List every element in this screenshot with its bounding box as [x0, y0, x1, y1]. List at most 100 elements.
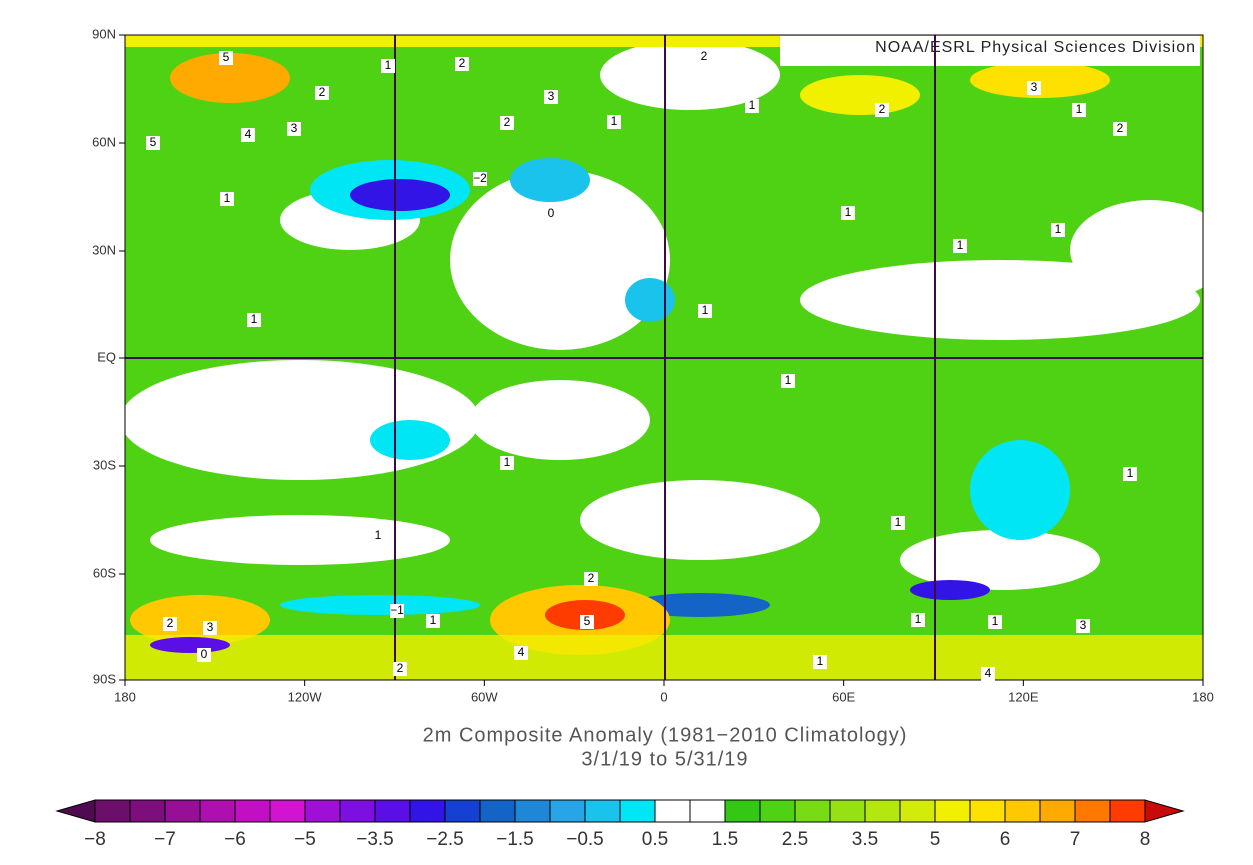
contour-label-box — [698, 304, 712, 318]
colorbar-label: 6 — [1000, 829, 1011, 850]
colorbar-swatch — [584, 799, 621, 823]
contour-label: 1 — [385, 58, 392, 72]
contour-label-box — [1123, 467, 1137, 481]
colorbar-swatch — [1039, 799, 1076, 823]
colorbar-swatch — [689, 799, 726, 823]
colorbar-swatch — [164, 799, 201, 823]
colorbar-swatch — [794, 799, 831, 823]
contour-label-box — [287, 122, 301, 136]
contour-label-box — [426, 614, 440, 628]
contour-label-box — [381, 59, 395, 73]
contour-label: 2 — [1117, 121, 1124, 135]
contour-label-box — [500, 116, 514, 130]
colorbar-label: −8 — [84, 829, 106, 850]
contour-label: 2 — [319, 85, 326, 99]
colorbar-swatch — [899, 799, 936, 823]
contour-label-box — [813, 655, 827, 669]
lon-label: 60W — [471, 689, 498, 704]
contour-label-box — [988, 615, 1002, 629]
contour-label-box — [203, 621, 217, 635]
contour-label-box — [1113, 122, 1127, 136]
contour-label-box — [544, 207, 558, 221]
contour-label: 3 — [1080, 618, 1087, 632]
contour-label: 1 — [504, 455, 511, 469]
colorbar-swatch — [444, 799, 481, 823]
colorbar-label: −3.5 — [356, 829, 394, 850]
contour-label: 4 — [985, 666, 992, 680]
contour-label: 1 — [224, 191, 231, 205]
colorbar-label: 1.5 — [712, 829, 738, 850]
contour-label: 1 — [375, 528, 382, 542]
lat-label: 60N — [92, 134, 116, 149]
contour-label: 5 — [150, 135, 157, 149]
contour-label: 3 — [1031, 80, 1038, 94]
contour-label-box — [580, 615, 594, 629]
colorbar-label: −0.5 — [566, 829, 604, 850]
contour-label: 1 — [251, 312, 258, 326]
colorbar-swatch — [829, 799, 866, 823]
contour-label: 4 — [518, 645, 525, 659]
contour-label: 2 — [588, 571, 595, 585]
colorbar-swatch — [1004, 799, 1041, 823]
lon-label: 120E — [1008, 689, 1039, 704]
contour-label-box — [315, 86, 329, 100]
contour-label: 3 — [548, 89, 555, 103]
grid — [125, 35, 1203, 680]
colorbar-label: −1.5 — [496, 829, 534, 850]
contour-label: −1 — [390, 603, 404, 617]
colorbar-swatch — [724, 799, 761, 823]
contour-label-box — [584, 572, 598, 586]
contour-label: 0 — [201, 647, 208, 661]
colorbar-swatch — [234, 799, 271, 823]
lon-label: 0 — [660, 689, 667, 704]
contour-label: 2 — [701, 49, 708, 63]
colorbar-swatch — [94, 799, 131, 823]
contour-label-box — [247, 313, 261, 327]
contour-label-box — [1076, 619, 1090, 633]
colorbar-label: −7 — [154, 829, 176, 850]
contour-label-box — [455, 57, 469, 71]
contour-label: 1 — [702, 303, 709, 317]
colorbar-swatch — [479, 799, 516, 823]
contour-label-box — [371, 529, 385, 543]
colorbar-label: −5 — [294, 829, 316, 850]
contour-label: −2 — [473, 171, 487, 185]
lon-label: 120W — [288, 689, 323, 704]
contour-label-box — [1027, 81, 1041, 95]
colorbar-swatch — [549, 799, 586, 823]
colorbar-label: 7 — [1070, 829, 1081, 850]
colorbar-swatch — [619, 799, 656, 823]
contour-label-box — [514, 646, 528, 660]
contour-label-box — [473, 172, 487, 186]
lat-label: EQ — [97, 349, 116, 364]
contour-label-box — [911, 613, 925, 627]
contour-label-box — [197, 648, 211, 662]
caption-line1: 2m Composite Anomaly (1981−2010 Climatol… — [423, 724, 908, 746]
contour-label: 1 — [817, 654, 824, 668]
contour-label-box — [544, 90, 558, 104]
contour-label-box — [607, 115, 621, 129]
colorbar-label: −6 — [224, 829, 246, 850]
contour-label: 5 — [223, 50, 230, 64]
lat-label: 30N — [92, 242, 116, 257]
lat-label: 60S — [93, 565, 116, 580]
contour-label: 2 — [167, 616, 174, 630]
contour-label-box — [393, 662, 407, 676]
colorbar-swatch — [339, 799, 376, 823]
contour-label: 1 — [957, 238, 964, 252]
contour-label: 1 — [749, 98, 756, 112]
contour-label: 1 — [845, 205, 852, 219]
contour-label: 2 — [879, 102, 886, 116]
colorbar-swatch — [759, 799, 796, 823]
lat-label: 30S — [93, 457, 116, 472]
contour-label: 1 — [895, 515, 902, 529]
contour-label: 3 — [207, 620, 214, 634]
contour-label: 1 — [1055, 222, 1062, 236]
contour-label-box — [146, 136, 160, 150]
contour-label: 1 — [1127, 466, 1134, 480]
contour-label-box — [875, 103, 889, 117]
colorbar-swatch — [1074, 799, 1111, 823]
contour-label: 5 — [584, 614, 591, 628]
lat-label: 90S — [93, 671, 116, 686]
lon-label: 60E — [832, 689, 855, 704]
